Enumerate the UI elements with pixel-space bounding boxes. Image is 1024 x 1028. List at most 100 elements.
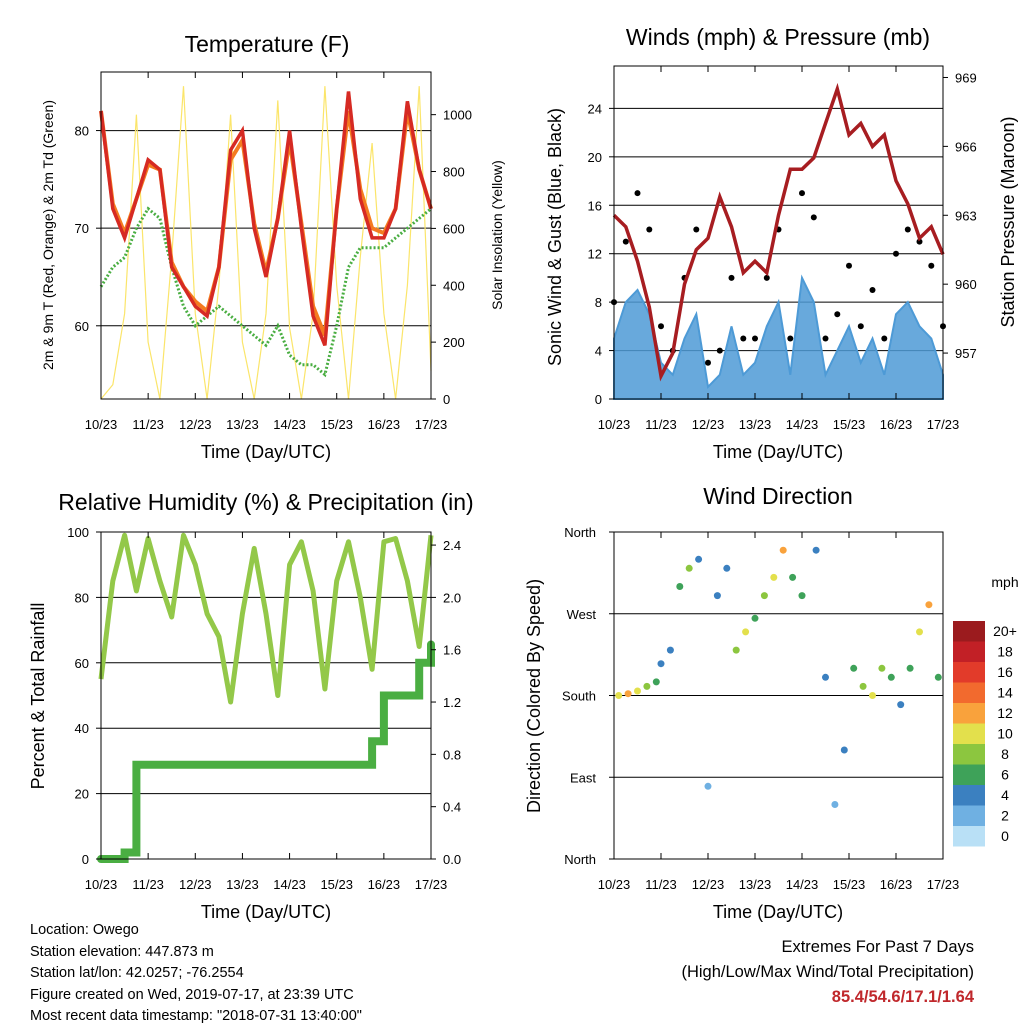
legend-swatch [953, 641, 985, 662]
y-tick-label: 100 [67, 525, 89, 540]
y2-tick-label: 400 [443, 278, 465, 293]
direction-tick-label: South [562, 689, 596, 704]
x-tick-label: 13/23 [226, 417, 259, 432]
humidity-line [98, 532, 434, 705]
legend-label: 18 [997, 644, 1013, 660]
y-tick-label: 20 [588, 150, 602, 165]
wind-y-title: Sonic Wind & Gust (Blue, Black) [545, 108, 565, 366]
insolation-y-title: Solar Insolation (Yellow) [489, 160, 505, 310]
y2-tick-label: 960 [955, 277, 977, 292]
direction-point [897, 701, 905, 709]
temperature-series [99, 86, 433, 400]
station-info: Location: Owego Station elevation: 447.8… [30, 920, 362, 1028]
direction-point [685, 564, 693, 572]
legend-label: 4 [1001, 787, 1009, 803]
direction-point [676, 583, 684, 590]
gust-point [763, 274, 770, 281]
direction-y-title: Direction (Colored By Speed) [524, 579, 544, 813]
x-tick-label: 12/23 [692, 417, 725, 432]
legend-label: 2 [1001, 808, 1009, 824]
y2-tick-label: 957 [955, 346, 977, 361]
y2-tick-label: 1.6 [443, 643, 461, 658]
direction-gridlines [614, 613, 943, 778]
sonic-wind-area [613, 274, 944, 400]
direction-point [732, 646, 740, 654]
direction-point [615, 692, 623, 699]
direction-panel: Wind Direction NorthEastSouthWestNorth10… [524, 483, 1019, 922]
winds-ticks: 0 4 8 12 16 20 24 957 960 963 966 969 10/23 11/23 12/2… [588, 66, 977, 432]
direction-point [713, 592, 721, 600]
legend-label: 20+ [993, 623, 1017, 639]
y-tick-label: 60 [75, 656, 89, 671]
gust-point [705, 359, 711, 366]
direction-point [869, 692, 876, 699]
gust-point [810, 214, 817, 221]
y-tick-label: 20 [75, 787, 89, 802]
direction-tick-label: East [570, 770, 596, 785]
x-tick-label: 11/23 [645, 877, 677, 892]
x-tick-label: 15/23 [833, 877, 866, 892]
x-tick-label: 10/23 [85, 417, 118, 432]
humidity-plot-frame [100, 531, 432, 860]
gust-point [869, 287, 876, 293]
x-tick-label: 13/23 [739, 417, 772, 432]
x-tick-label: 12/23 [179, 877, 212, 892]
direction-point [916, 628, 923, 636]
legend-swatch [953, 703, 985, 724]
direction-point [760, 592, 768, 600]
x-tick-label: 12/23 [179, 417, 212, 432]
gust-point [787, 335, 794, 342]
y2-tick-label: 969 [955, 70, 977, 85]
legend-label: 14 [997, 685, 1013, 701]
extremes-values: 85.4/54.6/17.1/1.64 [831, 988, 974, 1006]
y-tick-label: 12 [588, 247, 602, 262]
x-tick-label: 10/23 [598, 417, 631, 432]
x-tick-label: 13/23 [739, 877, 772, 892]
legend-label: 10 [997, 726, 1013, 742]
temperature-plot-frame [100, 71, 432, 400]
gust-point [916, 238, 923, 245]
extremes-box: Extremes For Past 7 Days (High/Low/Max W… [681, 935, 974, 1010]
gust-point [857, 323, 864, 330]
direction-point [742, 628, 750, 636]
direction-point [859, 682, 867, 690]
y-tick-label: 80 [75, 124, 89, 139]
legend-label: 16 [997, 664, 1013, 680]
direction-point [770, 573, 778, 581]
direction-tick-label: North [564, 852, 596, 867]
y2-tick-label: 1.2 [443, 695, 461, 710]
x-tick-label: 11/23 [132, 877, 164, 892]
y2-tick-label: 2.0 [443, 590, 461, 605]
direction-point [695, 555, 703, 563]
gust-point [834, 311, 841, 318]
x-tick-label: 10/23 [598, 877, 631, 892]
temp-2m-line [99, 91, 433, 346]
direction-point [840, 746, 848, 754]
humidity-x-title: Time (Day/UTC) [201, 902, 331, 922]
gust-point [740, 335, 747, 342]
direction-point [652, 678, 660, 686]
y2-tick-label: 0.0 [443, 852, 461, 867]
direction-point [751, 614, 759, 622]
y-tick-label: 60 [75, 319, 89, 334]
legend-swatch [953, 621, 985, 642]
y2-tick-label: 966 [955, 139, 977, 154]
direction-tick-label: North [564, 525, 596, 540]
direction-point [634, 687, 641, 695]
y2-tick-label: 963 [955, 208, 977, 223]
x-tick-label: 16/23 [880, 877, 913, 892]
x-tick-label: 17/23 [927, 417, 960, 432]
legend-label: 8 [1001, 746, 1009, 762]
y2-tick-label: 2.4 [443, 538, 461, 553]
y2-tick-label: 1000 [443, 108, 472, 123]
x-tick-label: 16/23 [880, 417, 913, 432]
winds-x-title: Time (Day/UTC) [713, 442, 843, 462]
legend-swatch [953, 682, 985, 703]
station-latlon: Station lat/lon: 42.0257; -76.2554 [30, 965, 244, 981]
extremes-heading: Extremes For Past 7 Days [781, 938, 974, 956]
humidity-series [97, 532, 435, 863]
speed-legend-title: mph [991, 574, 1018, 590]
legend-swatch [953, 723, 985, 744]
